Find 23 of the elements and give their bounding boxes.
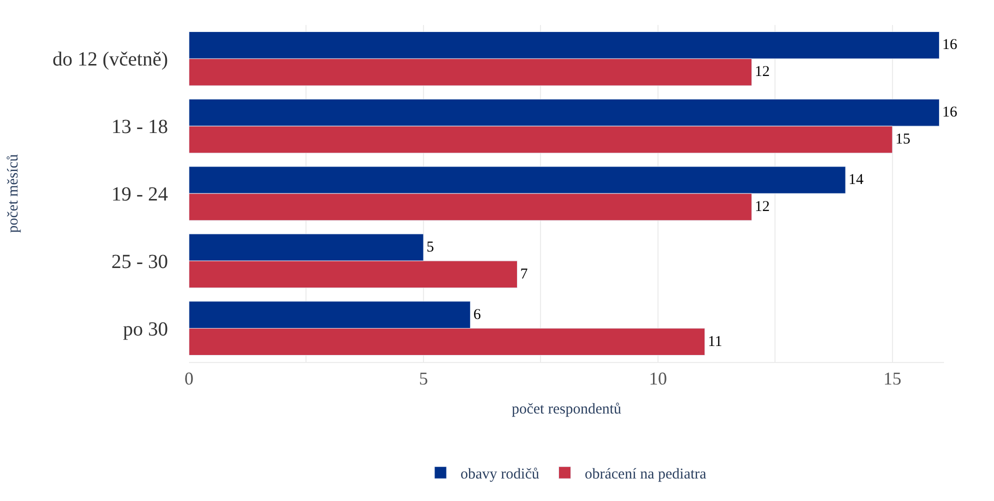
y-tick-label: 19 - 24 [111, 184, 168, 206]
data-label: 7 [520, 266, 528, 282]
data-label: 11 [708, 334, 722, 350]
data-label: 12 [754, 198, 770, 215]
x-tick-label: 15 [883, 368, 902, 389]
data-label: 16 [942, 37, 958, 54]
data-label: 15 [895, 132, 910, 148]
legend-label: obavy rodičů [460, 466, 540, 482]
legend-label: obrácení na pediatra [584, 466, 707, 482]
y-tick-label: 13 - 18 [111, 116, 168, 138]
y-tick-label: do 12 (včetně) [52, 48, 168, 71]
y-axis-title: počet měsíců [6, 154, 22, 233]
x-axis-title: počet respondentů [512, 402, 622, 418]
y-tick-label: 25 - 30 [111, 250, 168, 273]
data-label: 14 [848, 172, 864, 188]
x-tick-label: 10 [648, 368, 667, 389]
x-tick-label: 5 [418, 368, 428, 389]
data-label: 12 [754, 64, 770, 80]
data-label: 6 [473, 306, 482, 323]
data-label: 16 [942, 104, 958, 121]
x-tick-label: 0 [184, 368, 194, 389]
data-label: 5 [426, 239, 434, 256]
y-tick-label: po 30 [123, 318, 168, 340]
